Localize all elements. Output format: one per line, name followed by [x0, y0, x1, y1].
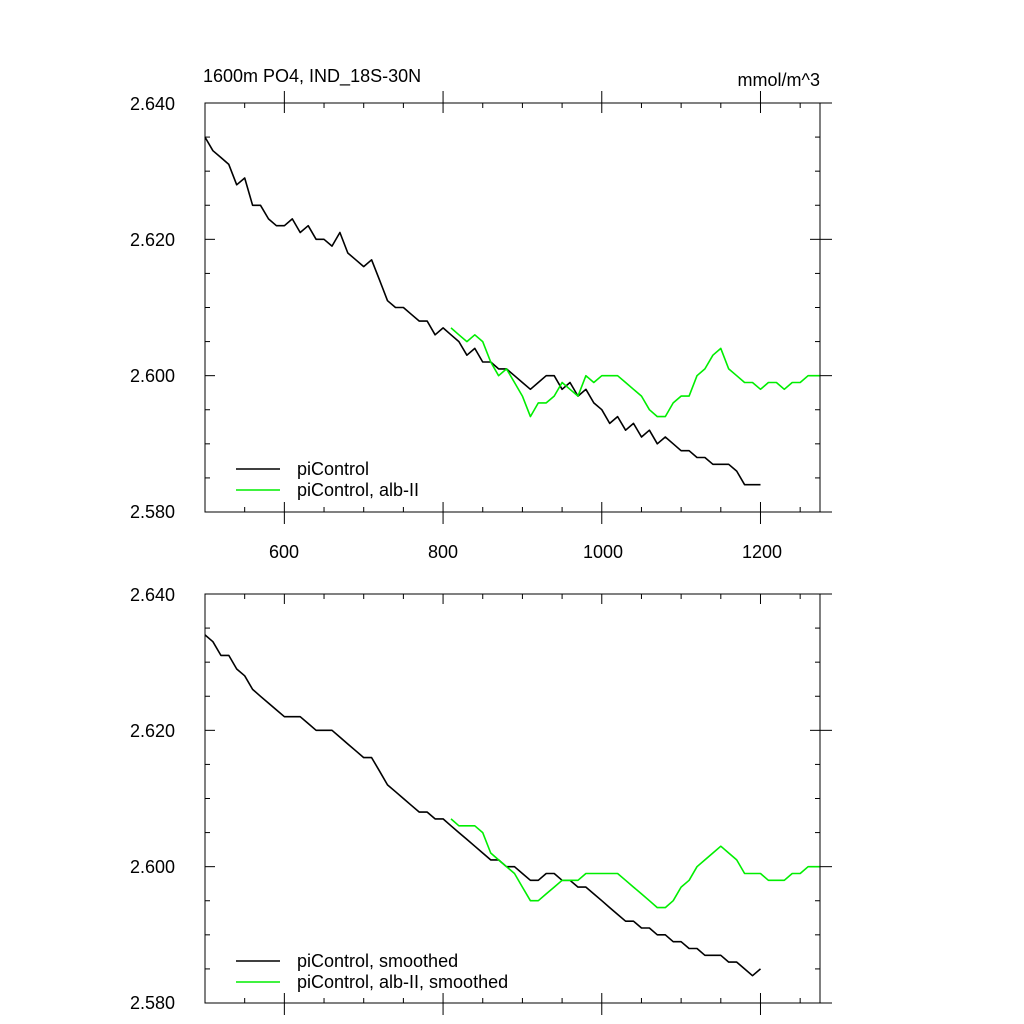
plot-frame: [204, 593, 821, 1004]
units-label: mmol/m^3: [738, 70, 820, 90]
legend-label: piControl: [297, 459, 369, 479]
series-layer: [204, 136, 820, 486]
series-line: [450, 818, 820, 909]
top-panel: 1600m PO4, IND_18S-30N mmol/m^3 2.640 2.…: [130, 66, 832, 562]
y-tick-label: 2.580: [130, 993, 175, 1013]
axis-ticks: [204, 593, 832, 1015]
plot-frame: [204, 102, 821, 513]
legend-label: piControl, alb-II, smoothed: [297, 972, 508, 992]
bottom-panel: 2.640 2.620 2.600 2.580 piControl, smoot…: [130, 585, 832, 1015]
legend-label: piControl, alb-II: [297, 480, 419, 500]
y-tick-label: 2.600: [130, 857, 175, 877]
y-tick-label: 2.600: [130, 366, 175, 386]
series-line: [450, 327, 820, 418]
y-tick-label: 2.620: [130, 721, 175, 741]
x-tick-label: 1200: [742, 542, 782, 562]
legend-label: piControl, smoothed: [297, 951, 458, 971]
chart-title: 1600m PO4, IND_18S-30N: [203, 66, 421, 87]
y-tick-label: 2.640: [130, 94, 175, 114]
x-tick-label: 1000: [583, 542, 623, 562]
x-tick-label: 600: [269, 542, 299, 562]
series-line: [204, 634, 762, 977]
y-tick-label: 2.640: [130, 585, 175, 605]
series-layer: [204, 634, 820, 977]
series-line: [204, 136, 761, 486]
y-tick-label: 2.580: [130, 502, 175, 522]
y-tick-label: 2.620: [130, 230, 175, 250]
x-tick-label: 800: [428, 542, 458, 562]
